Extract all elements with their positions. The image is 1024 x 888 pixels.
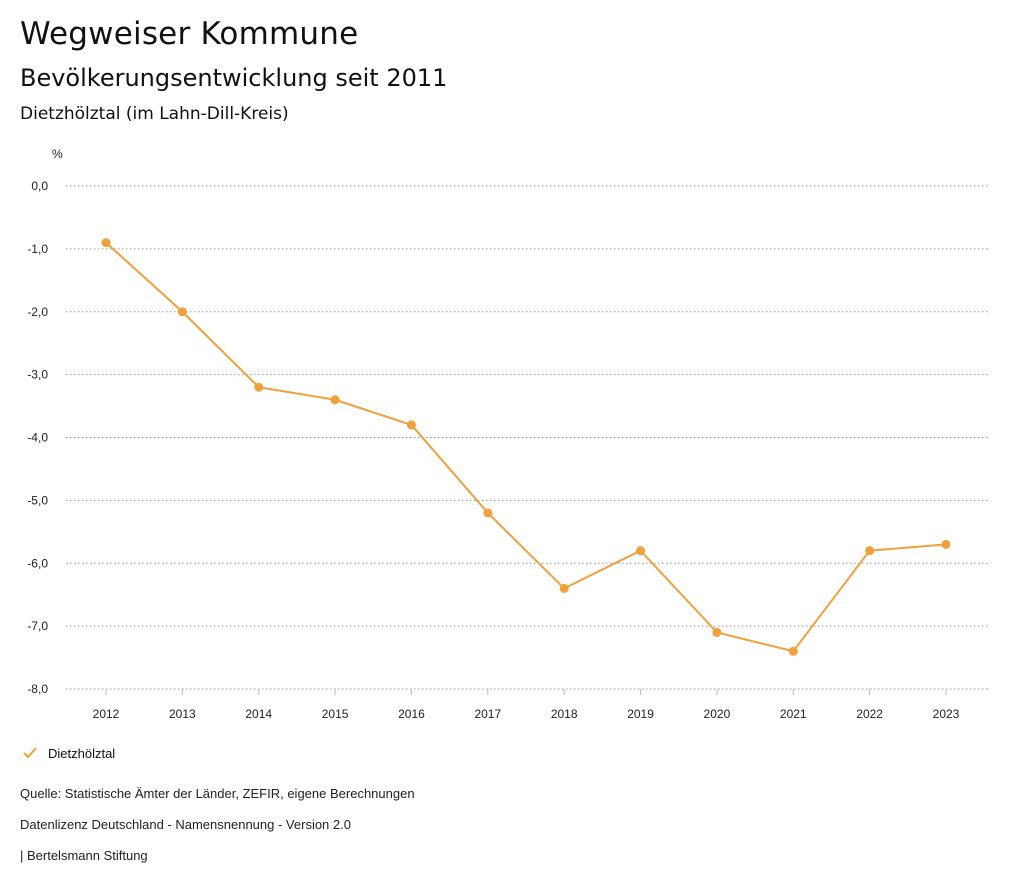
chart-subtitle: Bevölkerungsentwicklung seit 2011 (20, 64, 448, 92)
x-tick-label: 2017 (474, 707, 501, 721)
license-note: Datenlizenz Deutschland - Namensnennung … (20, 817, 351, 832)
chart-title: Wegweiser Kommune (20, 16, 359, 52)
y-tick-label: -7,0 (27, 619, 48, 633)
data-point (406, 420, 416, 430)
data-point (254, 382, 264, 392)
chart-location: Dietzhölztal (im Lahn-Dill-Kreis) (20, 104, 289, 124)
legend[interactable]: Dietzhölztal (22, 745, 115, 761)
y-tick-label: -5,0 (27, 493, 48, 507)
y-tick-label: -4,0 (27, 431, 48, 445)
y-tick-label: -2,0 (27, 305, 48, 319)
x-tick-label: 2014 (245, 707, 272, 721)
data-point (101, 238, 111, 248)
x-tick-label: 2016 (398, 707, 425, 721)
data-point (559, 583, 569, 593)
x-tick-label: 2018 (551, 707, 578, 721)
series-line (105, 241, 947, 653)
data-point (636, 546, 646, 556)
x-tick-label: 2012 (93, 707, 120, 721)
y-tick-label: -1,0 (27, 242, 48, 256)
data-point (330, 395, 340, 405)
checkmark-icon (23, 747, 37, 759)
y-axis-unit: % (52, 147, 63, 161)
data-point (712, 627, 722, 637)
x-tick-label: 2022 (856, 707, 883, 721)
data-point (865, 546, 875, 556)
x-tick-label: 2019 (627, 707, 654, 721)
y-tick-label: -6,0 (27, 556, 48, 570)
line-chart: % 0,0 -1,0 -2,0 -3,0 -4,0 -5,0 -6,0 -7,0 -8,0 2012… (27, 147, 990, 721)
x-tick-label: 2015 (322, 707, 349, 721)
y-tick-label: -8,0 (27, 682, 48, 696)
x-tick-label: 2023 (933, 707, 960, 721)
legend-label: Dietzhölztal (48, 745, 116, 761)
x-tick-label: 2020 (704, 707, 731, 721)
y-tick-label: -3,0 (27, 368, 48, 382)
source-note: Quelle: Statistische Ämter der Länder, Z… (20, 786, 415, 801)
y-tick-label: 0,0 (31, 179, 48, 193)
x-tick-label: 2013 (169, 707, 196, 721)
data-point (177, 307, 187, 317)
data-point (788, 646, 798, 656)
data-point (941, 539, 951, 549)
publisher-note: | Bertelsmann Stiftung (20, 848, 148, 863)
data-point (483, 508, 493, 518)
x-tick-label: 2021 (780, 707, 807, 721)
